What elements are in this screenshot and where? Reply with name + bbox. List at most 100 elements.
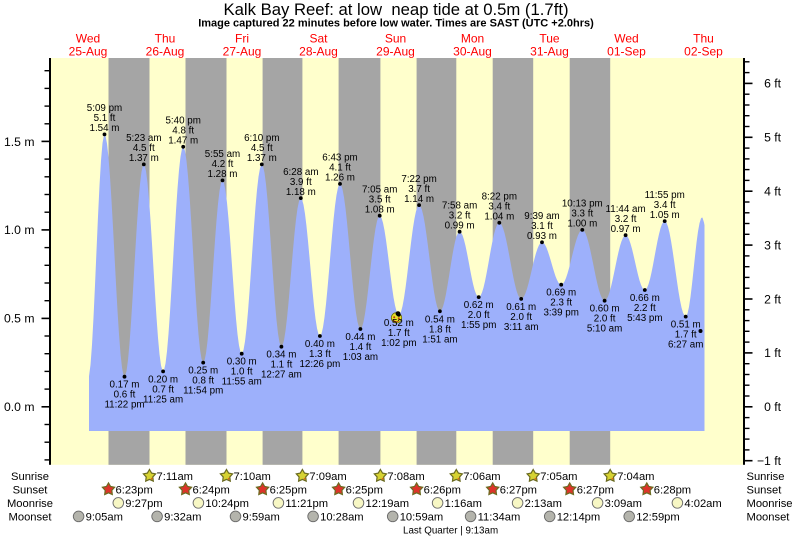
svg-text:5:09 pm: 5:09 pm <box>87 103 122 114</box>
svg-text:5.1 ft: 5.1 ft <box>94 113 116 124</box>
svg-text:6:27pm: 6:27pm <box>577 485 614 497</box>
svg-text:0.97 m: 0.97 m <box>611 224 641 235</box>
svg-text:1.47 m: 1.47 m <box>168 136 198 147</box>
svg-text:0.20 m: 0.20 m <box>148 374 178 385</box>
svg-text:Moonset: Moonset <box>9 512 53 524</box>
svg-text:8:22 pm: 8:22 pm <box>482 192 517 203</box>
svg-text:0.8 ft: 0.8 ft <box>192 376 214 387</box>
svg-text:0.99 m: 0.99 m <box>445 221 475 232</box>
svg-text:1:02 pm: 1:02 pm <box>381 338 416 349</box>
svg-text:3.9 ft: 3.9 ft <box>290 177 312 188</box>
svg-text:Wed: Wed <box>76 32 100 46</box>
svg-text:Sat: Sat <box>309 32 328 46</box>
svg-text:2.0 ft: 2.0 ft <box>594 314 616 325</box>
svg-text:−1 ft: −1 ft <box>757 454 782 468</box>
svg-text:10:28am: 10:28am <box>320 512 364 524</box>
svg-text:11:34am: 11:34am <box>478 512 521 524</box>
svg-text:3.5 ft: 3.5 ft <box>369 195 391 206</box>
svg-text:11:55 am: 11:55 am <box>222 377 262 388</box>
svg-text:1.37 m: 1.37 m <box>129 153 159 164</box>
svg-text:7:06am: 7:06am <box>463 471 500 483</box>
svg-text:1.54 m: 1.54 m <box>90 123 120 134</box>
svg-text:Thu: Thu <box>155 32 176 46</box>
svg-text:12:14pm: 12:14pm <box>557 512 601 524</box>
svg-text:Sun: Sun <box>385 32 406 46</box>
svg-text:7:58 am: 7:58 am <box>442 201 477 212</box>
svg-text:6:43 pm: 6:43 pm <box>322 153 357 164</box>
svg-text:2 ft: 2 ft <box>764 292 782 306</box>
svg-text:12:27 am: 12:27 am <box>261 370 302 381</box>
svg-text:9:39 am: 9:39 am <box>524 211 559 222</box>
svg-text:0.34 m: 0.34 m <box>266 350 296 361</box>
svg-text:11:25 am: 11:25 am <box>143 394 183 405</box>
svg-text:Sunset: Sunset <box>747 485 783 497</box>
svg-text:1.04 m: 1.04 m <box>484 212 514 223</box>
svg-text:6 ft: 6 ft <box>764 77 782 91</box>
svg-text:3:09am: 3:09am <box>605 498 642 510</box>
svg-text:1.28 m: 1.28 m <box>208 169 238 180</box>
svg-text:12:59pm: 12:59pm <box>636 512 680 524</box>
svg-text:0.61 m: 0.61 m <box>506 302 536 313</box>
svg-text:5 ft: 5 ft <box>764 131 782 145</box>
svg-text:1.26 m: 1.26 m <box>325 173 355 184</box>
svg-text:4.8 ft: 4.8 ft <box>172 126 194 137</box>
svg-text:1.7 ft: 1.7 ft <box>675 330 697 341</box>
svg-text:1.1 ft: 1.1 ft <box>271 360 293 371</box>
svg-text:2.0 ft: 2.0 ft <box>510 312 532 323</box>
svg-text:3:39 pm: 3:39 pm <box>543 308 578 319</box>
svg-text:6:27pm: 6:27pm <box>500 485 537 497</box>
svg-text:1.05 m: 1.05 m <box>650 210 680 221</box>
svg-text:12:26 pm: 12:26 pm <box>299 359 340 370</box>
svg-text:1.08 m: 1.08 m <box>365 205 395 216</box>
svg-text:1.00 m: 1.00 m <box>567 219 597 230</box>
svg-text:1.0 m: 1.0 m <box>4 223 34 237</box>
svg-text:28-Aug: 28-Aug <box>299 45 338 59</box>
svg-text:1:51 am: 1:51 am <box>422 334 457 345</box>
svg-text:1.14 m: 1.14 m <box>404 194 434 205</box>
svg-text:5:10 am: 5:10 am <box>587 324 622 335</box>
svg-text:1.4 ft: 1.4 ft <box>350 342 372 353</box>
svg-text:7:04am: 7:04am <box>617 471 654 483</box>
svg-text:0.7 ft: 0.7 ft <box>152 384 174 395</box>
svg-text:Sunrise: Sunrise <box>747 471 785 483</box>
svg-text:0.52 m: 0.52 m <box>384 318 414 329</box>
svg-text:7:08am: 7:08am <box>387 471 424 483</box>
svg-text:1:16am: 1:16am <box>445 498 482 510</box>
svg-text:30-Aug: 30-Aug <box>453 45 492 59</box>
svg-text:Last Quarter | 9:13am: Last Quarter | 9:13am <box>403 526 498 537</box>
svg-text:9:32am: 9:32am <box>164 512 201 524</box>
svg-text:0.5 m: 0.5 m <box>4 312 34 326</box>
svg-text:6:27 am: 6:27 am <box>668 340 703 351</box>
svg-text:1:55 pm: 1:55 pm <box>461 320 496 331</box>
svg-text:3.2 ft: 3.2 ft <box>449 211 471 222</box>
svg-text:10:59am: 10:59am <box>400 512 444 524</box>
svg-text:Image captured 22 minutes befo: Image captured 22 minutes before low wat… <box>198 18 594 30</box>
svg-text:2.3 ft: 2.3 ft <box>550 298 572 309</box>
svg-text:0 ft: 0 ft <box>764 400 782 414</box>
svg-text:0.44 m: 0.44 m <box>345 332 375 343</box>
svg-text:6:10 pm: 6:10 pm <box>244 133 279 144</box>
svg-text:02-Sep: 02-Sep <box>684 45 723 59</box>
svg-text:3.4 ft: 3.4 ft <box>488 202 510 213</box>
svg-text:6:28pm: 6:28pm <box>654 485 691 497</box>
svg-text:1.8 ft: 1.8 ft <box>429 324 451 335</box>
svg-text:11:55 pm: 11:55 pm <box>645 190 685 201</box>
svg-text:1 ft: 1 ft <box>764 346 782 360</box>
svg-text:0.0 m: 0.0 m <box>4 400 34 414</box>
svg-text:0.62 m: 0.62 m <box>464 300 494 311</box>
svg-text:7:22 pm: 7:22 pm <box>401 174 436 185</box>
svg-text:2.0 ft: 2.0 ft <box>468 310 490 321</box>
svg-text:0.69 m: 0.69 m <box>546 288 576 299</box>
svg-text:11:22 pm: 11:22 pm <box>104 400 144 411</box>
svg-text:3 ft: 3 ft <box>764 238 782 252</box>
svg-text:1:03 am: 1:03 am <box>343 352 378 363</box>
svg-text:10:24pm: 10:24pm <box>205 498 249 510</box>
svg-text:9:59am: 9:59am <box>243 512 280 524</box>
svg-text:3:11 am: 3:11 am <box>504 322 539 333</box>
svg-text:1.7 ft: 1.7 ft <box>388 328 410 339</box>
svg-text:25-Aug: 25-Aug <box>69 45 108 59</box>
svg-text:10:13 pm: 10:13 pm <box>562 199 603 210</box>
svg-text:Moonset: Moonset <box>747 512 791 524</box>
svg-text:0.60 m: 0.60 m <box>590 304 620 315</box>
svg-text:Kalk Bay Reef: at low neap ti: Kalk Bay Reef: at low neap tide at 0.5m … <box>223 0 568 19</box>
